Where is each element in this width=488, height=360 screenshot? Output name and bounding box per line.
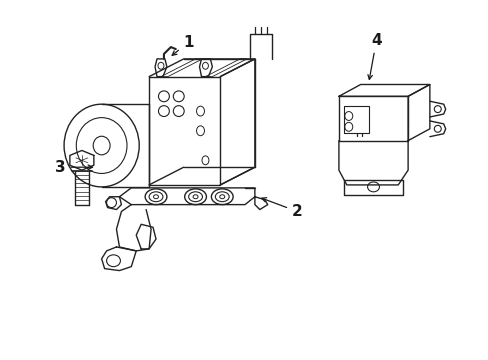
Text: 3: 3: [55, 160, 92, 175]
Text: 4: 4: [367, 33, 381, 80]
Text: 2: 2: [261, 198, 302, 219]
Text: 1: 1: [172, 35, 194, 55]
